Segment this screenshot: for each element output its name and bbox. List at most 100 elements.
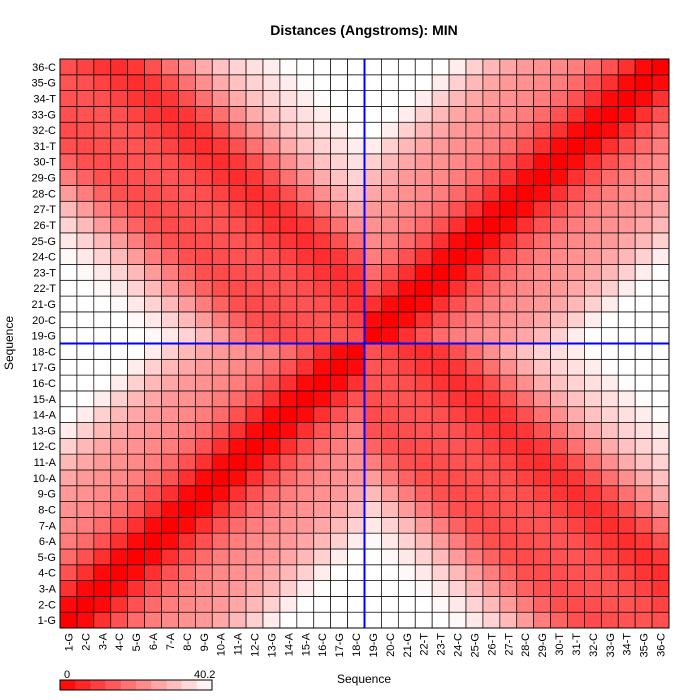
x-tick-label: 12-C (250, 633, 262, 657)
heatmap-cell (279, 90, 298, 107)
heatmap-cell (228, 390, 247, 408)
heatmap-cell (567, 453, 585, 471)
heatmap-cell (516, 406, 535, 423)
heatmap-cell (550, 200, 568, 218)
heatmap-cell (431, 137, 450, 155)
heatmap-cell (516, 548, 535, 566)
heatmap-cell (533, 153, 551, 170)
heatmap-cell (161, 311, 179, 329)
heatmap-cell (533, 121, 551, 139)
heatmap-cell (533, 58, 551, 76)
heatmap-cell (364, 485, 382, 502)
heatmap-cell (59, 548, 78, 566)
heatmap-cell (499, 437, 518, 455)
heatmap-cell (634, 311, 653, 329)
heatmap-cell (533, 358, 551, 376)
heatmap-cell (584, 311, 602, 329)
heatmap-cell (110, 390, 129, 408)
heatmap-cell (161, 501, 179, 518)
heatmap-cell (448, 580, 467, 597)
heatmap-cell (76, 90, 95, 107)
heatmap-cell (431, 358, 450, 376)
heatmap-cell (600, 121, 619, 139)
heatmap-cell (634, 517, 653, 534)
heatmap-cell (211, 106, 230, 123)
heatmap-cell (330, 90, 348, 107)
heatmap-cell (211, 437, 230, 455)
heatmap-cell (499, 279, 518, 297)
heatmap-cell (448, 169, 467, 186)
heatmap-cell (127, 185, 145, 202)
heatmap-cell (313, 453, 332, 471)
heatmap-cell (634, 501, 653, 518)
heatmap-cell (482, 437, 501, 455)
heatmap-cell (364, 248, 382, 265)
heatmap-cell (651, 200, 670, 218)
heatmap-cell (313, 169, 332, 186)
heatmap-cell (347, 295, 365, 313)
heatmap-cell (448, 153, 467, 170)
heatmap-cell (465, 311, 484, 329)
heatmap-cell (448, 295, 467, 313)
heatmap-cell (600, 216, 619, 234)
heatmap-cell (347, 343, 365, 360)
heatmap-cell (465, 501, 484, 518)
heatmap-cell (211, 501, 230, 518)
heatmap-cell (617, 374, 636, 392)
heatmap-cell (127, 137, 145, 155)
heatmap-cell (194, 216, 213, 234)
heatmap-cell (381, 358, 399, 376)
heatmap-cell (499, 548, 518, 566)
heatmap-cell (567, 390, 585, 408)
heatmap-cell (617, 264, 636, 281)
heatmap-cell (279, 264, 298, 281)
heatmap-cell (347, 485, 365, 502)
heatmap-cell (381, 153, 399, 170)
heatmap-cell (330, 564, 348, 581)
x-tick-label: 7-A (165, 632, 177, 650)
heatmap-cell (279, 517, 298, 534)
heatmap-cell (634, 469, 653, 487)
heatmap-cell (584, 437, 602, 455)
heatmap-cell (59, 90, 78, 107)
heatmap-cell (584, 469, 602, 487)
heatmap-cell (144, 390, 162, 408)
heatmap-cell (262, 74, 281, 91)
heatmap-cell (617, 548, 636, 566)
heatmap-cell (364, 374, 382, 392)
heatmap-cell (397, 596, 416, 613)
heatmap-cell (110, 248, 129, 265)
heatmap-cell (550, 437, 568, 455)
heatmap-cell (516, 564, 535, 581)
x-tick-label: 36-C (656, 633, 668, 657)
heatmap-cell (59, 200, 78, 218)
heatmap-cell (144, 74, 162, 91)
x-tick-label: 6-A (148, 632, 160, 650)
x-tick-label: 24-C (453, 633, 465, 657)
heatmap-cell (347, 390, 365, 408)
heatmap-cell (93, 517, 112, 534)
heatmap-cell (93, 596, 112, 613)
heatmap-cell (397, 137, 416, 155)
heatmap-cell (194, 580, 213, 597)
heatmap-cell (482, 216, 501, 234)
heatmap-cell (414, 106, 433, 123)
heatmap-cell (127, 532, 145, 550)
heatmap-cell (634, 58, 653, 76)
heatmap-cell (381, 200, 399, 218)
heatmap-cell (245, 548, 264, 566)
heatmap-cell (59, 74, 78, 91)
x-tick-label: 19-G (368, 633, 380, 657)
heatmap-cell (651, 343, 670, 360)
heatmap-cell (482, 74, 501, 91)
heatmap-cell (330, 185, 348, 202)
heatmap-cell (499, 485, 518, 502)
heatmap-cell (330, 216, 348, 234)
heatmap-cell (110, 311, 129, 329)
heatmap-cell (127, 501, 145, 518)
heatmap-cell (313, 295, 332, 313)
x-tick-label: 33-G (605, 633, 617, 657)
heatmap-cell (59, 232, 78, 250)
heatmap-cell (262, 422, 281, 439)
heatmap-cell (161, 453, 179, 471)
